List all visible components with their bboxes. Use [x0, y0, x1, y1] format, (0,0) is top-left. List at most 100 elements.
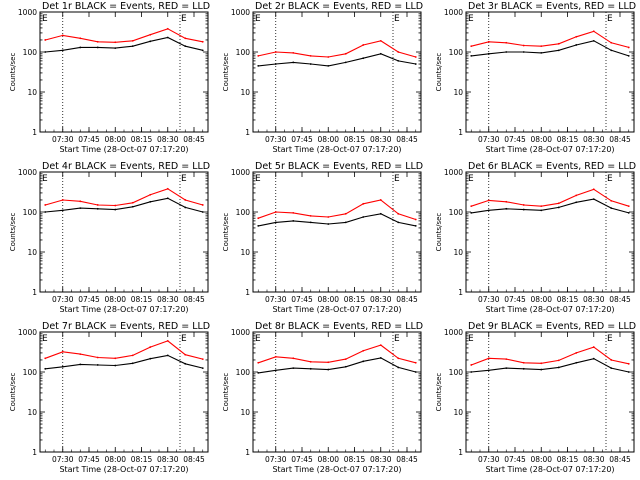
- data-point: [44, 357, 47, 360]
- edge-marker-left: E: [42, 14, 48, 24]
- x-tick-label: 07:45: [504, 295, 526, 304]
- series-line-lld: [258, 40, 416, 58]
- x-tick-label: 08:00: [317, 135, 339, 144]
- x-axis-label: Start Time (28-Oct-07 07:17:20): [272, 145, 401, 154]
- data-point: [557, 206, 560, 209]
- y-tick-label: 100: [23, 368, 38, 377]
- y-axis-label: Counts/sec: [9, 213, 17, 252]
- data-point: [592, 198, 595, 201]
- edge-marker-right: E: [394, 14, 400, 24]
- data-point: [575, 44, 578, 46]
- data-point: [379, 344, 382, 347]
- x-tick-label: 08:45: [183, 135, 205, 144]
- data-point: [627, 46, 630, 49]
- y-tick-label: 10: [240, 88, 250, 97]
- edge-marker-left: E: [468, 334, 474, 344]
- x-tick-label: 07:30: [478, 295, 500, 304]
- data-point: [379, 52, 382, 55]
- data-point: [201, 49, 204, 52]
- x-tick-label: 07:30: [478, 455, 500, 464]
- data-point: [79, 353, 82, 356]
- x-tick-label: 07:30: [52, 135, 74, 144]
- data-point: [344, 365, 347, 368]
- data-point: [344, 212, 347, 215]
- data-point: [505, 207, 508, 210]
- data-point: [166, 36, 169, 39]
- data-point: [540, 45, 543, 48]
- x-tick-label: 08:15: [557, 135, 579, 144]
- edge-marker-left: E: [468, 174, 474, 184]
- data-point: [114, 208, 117, 211]
- data-point: [557, 366, 560, 369]
- y-tick-label: 100: [236, 208, 251, 217]
- series-line-events: [471, 358, 629, 373]
- edge-marker-right: E: [394, 174, 400, 184]
- data-point: [184, 206, 187, 209]
- y-tick-label: 100: [236, 48, 251, 57]
- x-tick-label: 08:45: [609, 455, 631, 464]
- edge-marker-right: E: [181, 334, 187, 344]
- data-point: [257, 361, 260, 364]
- plot-frame: [39, 171, 209, 293]
- detector-panel: Det 6r BLACK = Events, RED = LLD 1 10 100 10…: [435, 161, 636, 314]
- series-line-lld: [45, 340, 203, 360]
- plot-frame: [252, 331, 422, 453]
- data-point: [592, 357, 595, 360]
- x-tick-label: 08:45: [609, 135, 631, 144]
- data-point: [309, 360, 312, 363]
- x-axis-label: Start Time (28-Oct-07 07:17:20): [59, 465, 188, 474]
- data-point: [44, 367, 47, 370]
- x-tick-label: 08:45: [396, 295, 418, 304]
- data-point: [149, 346, 152, 348]
- data-point: [309, 214, 312, 217]
- data-point: [592, 346, 595, 348]
- data-point: [309, 54, 312, 57]
- data-point: [575, 201, 578, 204]
- data-point: [397, 51, 400, 53]
- y-tick-label: 100: [236, 368, 251, 377]
- data-point: [592, 188, 595, 191]
- x-tick-label: 08:30: [157, 135, 179, 144]
- data-point: [184, 362, 187, 365]
- data-point: [131, 354, 134, 357]
- x-tick-label: 07:45: [504, 455, 526, 464]
- data-point: [257, 64, 260, 67]
- x-tick-label: 07:45: [78, 295, 100, 304]
- series-line-lld: [258, 199, 416, 221]
- y-axis-label: Counts/sec: [222, 53, 230, 92]
- y-tick-label: 100: [23, 48, 38, 57]
- data-point: [557, 49, 560, 52]
- y-tick-label: 100: [23, 208, 38, 217]
- detector-panel: Det 8r BLACK = Events, RED = LLD 1 10 100 10…: [222, 321, 423, 474]
- data-point: [201, 358, 204, 361]
- data-point: [309, 367, 312, 370]
- data-point: [522, 204, 525, 206]
- data-point: [274, 211, 277, 213]
- x-tick-label: 07:30: [265, 455, 287, 464]
- x-tick-label: 08:15: [131, 295, 153, 304]
- x-tick-label: 08:30: [370, 295, 392, 304]
- x-tick-label: 08:15: [557, 455, 579, 464]
- edge-marker-left: E: [42, 334, 48, 344]
- data-point: [327, 368, 330, 371]
- x-tick-label: 08:00: [104, 295, 126, 304]
- data-point: [362, 360, 365, 363]
- data-point: [166, 187, 169, 190]
- data-point: [627, 362, 630, 365]
- y-tick-label: 1: [32, 448, 37, 457]
- data-point: [149, 40, 152, 43]
- edge-marker-right: E: [394, 334, 400, 344]
- y-tick-label: 1: [245, 288, 250, 297]
- x-tick-label: 08:30: [370, 135, 392, 144]
- y-axis-label: Counts/sec: [222, 373, 230, 412]
- data-point: [627, 54, 630, 57]
- edge-marker-right: E: [607, 14, 613, 24]
- y-axis-label: Counts/sec: [9, 53, 17, 92]
- data-point: [149, 200, 152, 203]
- data-point: [487, 357, 490, 360]
- y-axis-label: Counts/sec: [435, 53, 443, 92]
- edge-marker-right: E: [607, 174, 613, 184]
- x-tick-label: 08:30: [157, 455, 179, 464]
- data-point: [257, 54, 260, 57]
- data-point: [522, 367, 525, 370]
